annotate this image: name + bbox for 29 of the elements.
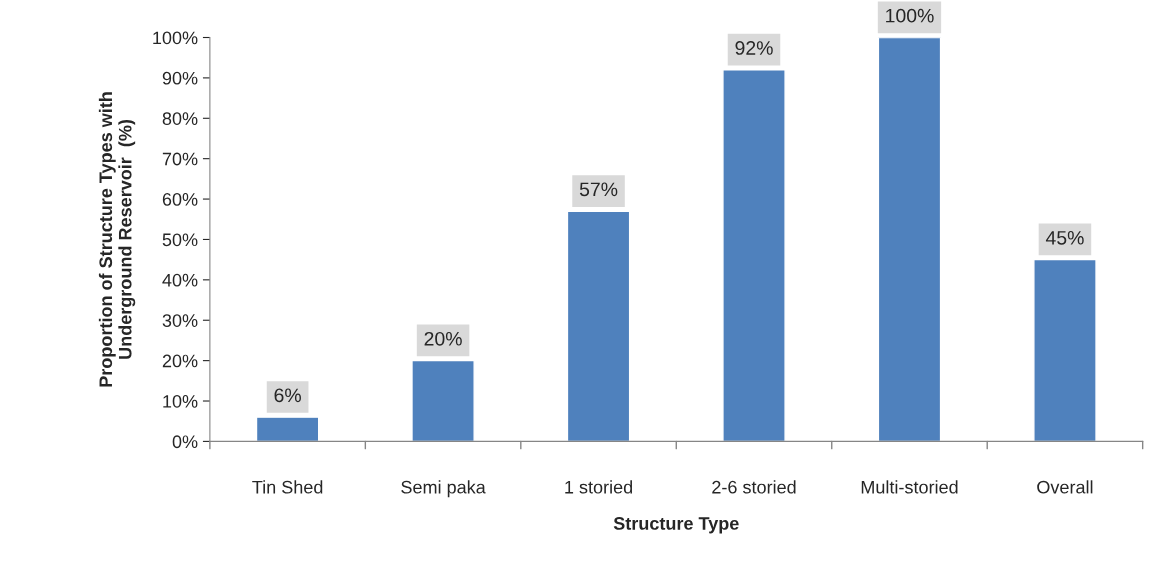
y-tick-label: 20% — [162, 354, 198, 368]
y-tick-label: 80% — [162, 112, 198, 126]
y-tick-label: 30% — [162, 314, 198, 327]
x-tick-label: Multi-storied — [861, 480, 958, 494]
y-tick-label: 50% — [162, 233, 198, 247]
data-label: 100% — [886, 8, 934, 23]
bar — [877, 37, 942, 442]
x-tick-label: Tin Shed — [252, 480, 323, 494]
y-tick-label: 40% — [162, 273, 198, 287]
data-label: 6% — [274, 388, 301, 403]
x-tick-label: 2-6 storied — [712, 480, 796, 494]
data-label: 57% — [579, 182, 618, 197]
y-tick-label: 10% — [163, 394, 198, 408]
y-tick-label: 90% — [162, 71, 198, 85]
y-axis-title: Proportion of Structure Types with Underground Reservoir (%) — [98, 92, 136, 387]
y-tick-label: 60% — [162, 193, 198, 206]
y-tick-label: 70% — [162, 152, 198, 166]
x-tick-label: 1 storied — [565, 480, 633, 494]
data-label: 20% — [424, 331, 462, 346]
bar — [566, 210, 631, 442]
x-tick-label: Overall — [1037, 480, 1093, 494]
data-label: 92% — [735, 41, 773, 55]
data-label: 45% — [1045, 231, 1084, 245]
x-axis-title: Structure Type — [613, 517, 739, 534]
y-tick-label: 0% — [172, 435, 198, 449]
y-tick-label: 100% — [153, 31, 198, 45]
x-tick-label: Semi paka — [401, 480, 486, 498]
bar — [722, 69, 786, 442]
bar — [255, 416, 320, 442]
